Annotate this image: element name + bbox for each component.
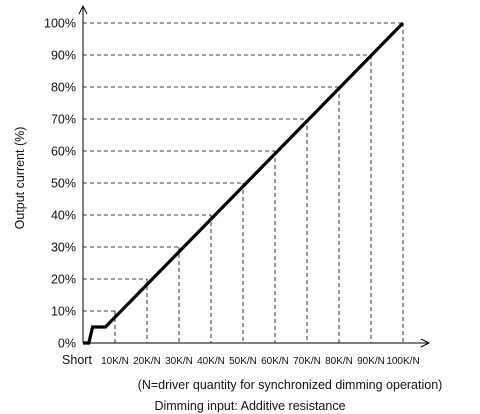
x-tick-label: 90K/N: [357, 356, 385, 367]
y-tick-label: 80%: [51, 81, 76, 95]
y-tick-label: 100%: [44, 17, 76, 31]
axes: [78, 4, 431, 348]
y-tick-label: 10%: [51, 305, 76, 319]
y-tick-label: 40%: [51, 209, 76, 223]
x-tick-label: 30K/N: [165, 356, 193, 367]
x-tick-label: 10K/N: [101, 356, 129, 367]
y-tick-label: 60%: [51, 145, 76, 159]
x-axis-arrow: [420, 338, 431, 348]
y-tick-label: 50%: [51, 177, 76, 191]
y-tick-labels: 0% 10% 20% 30% 40% 50% 60% 70% 80% 90% 100%: [44, 17, 76, 351]
series-layer: [83, 21, 405, 345]
x-tick-label: 70K/N: [293, 356, 321, 367]
y-axis-label: Output current (%): [13, 127, 27, 230]
x-tick-label: 60K/N: [261, 356, 289, 367]
y-tick-label: 70%: [51, 113, 76, 127]
y-tick-label: 20%: [51, 273, 76, 287]
y-tick-label: 0%: [58, 337, 76, 351]
series-line: [83, 21, 405, 345]
y-tick-label: 90%: [51, 49, 76, 63]
x-tick-label: 100K/N: [386, 356, 419, 367]
x-tick-label: 40K/N: [197, 356, 225, 367]
x-tick-label: 20K/N: [133, 356, 161, 367]
y-axis-arrow: [78, 4, 88, 15]
x-tick-labels: Short 10K/N 20K/N 30K/N 40K/N 50K/N 60K/N 70K/N…: [62, 353, 420, 367]
x-tick-label: 80K/N: [325, 356, 353, 367]
x-tick-label: Short: [62, 353, 92, 367]
chart-note: (N=driver quantity for synchronized dimm…: [138, 378, 443, 392]
y-tick-label: 30%: [51, 241, 76, 255]
x-axis-label: Dimming input: Additive resistance: [154, 399, 345, 413]
x-tick-label: 50K/N: [229, 356, 257, 367]
grid-lines: [83, 22, 404, 343]
